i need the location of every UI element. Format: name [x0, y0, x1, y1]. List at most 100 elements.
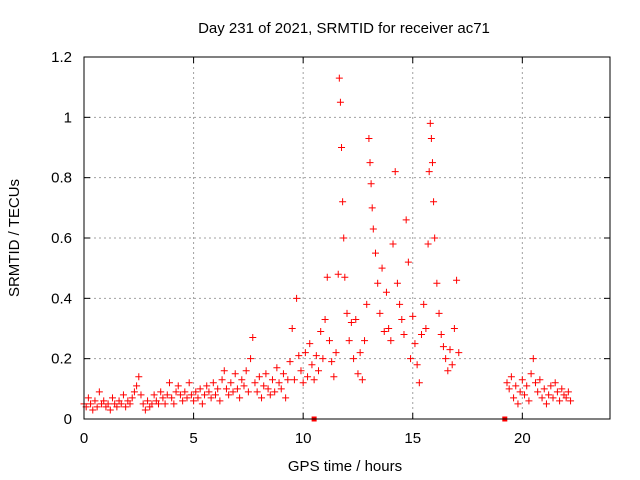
data-point — [308, 361, 316, 369]
data-point — [402, 216, 410, 224]
data-point — [163, 391, 171, 399]
data-point — [260, 382, 268, 390]
data-point — [345, 337, 353, 345]
data-point — [225, 391, 233, 399]
data-point — [306, 340, 314, 348]
data-point — [542, 400, 550, 408]
data-point — [150, 391, 158, 399]
data-point — [268, 376, 276, 384]
data-point — [444, 367, 452, 375]
data-point — [431, 234, 439, 242]
data-point — [335, 74, 343, 82]
data-point — [135, 373, 143, 381]
data-point — [363, 300, 371, 308]
data-point — [179, 397, 187, 405]
data-point — [439, 343, 447, 351]
y-tick-label: 0.8 — [51, 170, 72, 187]
data-point — [315, 367, 323, 375]
data-point — [521, 391, 529, 399]
data-point — [382, 288, 390, 296]
data-point — [567, 397, 575, 405]
chart-title: Day 231 of 2021, SRMTID for receiver ac7… — [198, 20, 490, 37]
data-point — [255, 373, 263, 381]
data-point — [387, 337, 395, 345]
data-point — [516, 388, 524, 396]
data-point — [564, 388, 572, 396]
data-point — [284, 376, 292, 384]
data-point — [262, 370, 270, 378]
data-point — [170, 400, 178, 408]
data-point — [301, 349, 309, 357]
data-point — [187, 391, 195, 399]
data-point — [194, 394, 202, 402]
data-point — [233, 385, 241, 393]
data-point — [556, 397, 564, 405]
data-point — [538, 394, 546, 402]
data-point — [367, 180, 375, 188]
data-point — [437, 331, 445, 339]
data-point — [380, 328, 388, 336]
data-point — [222, 385, 230, 393]
data-point — [507, 373, 515, 381]
y-tick-label: 1.2 — [51, 49, 72, 66]
data-point — [168, 394, 176, 402]
data-point — [361, 337, 369, 345]
data-point — [545, 391, 553, 399]
data-point — [214, 385, 222, 393]
data-point — [220, 367, 228, 375]
data-point — [352, 315, 360, 323]
data-point — [242, 367, 250, 375]
data-point — [420, 300, 428, 308]
data-point — [341, 273, 349, 281]
data-point — [396, 300, 404, 308]
data-point — [133, 382, 141, 390]
data-point — [247, 355, 255, 363]
data-point — [266, 391, 274, 399]
data-point — [172, 388, 180, 396]
data-point — [144, 397, 152, 405]
data-point — [426, 119, 434, 127]
data-point — [198, 400, 206, 408]
x-tick-label: 0 — [80, 430, 88, 447]
data-point — [159, 394, 167, 402]
data-point — [126, 400, 134, 408]
data-point — [540, 385, 548, 393]
data-point — [119, 391, 127, 399]
data-point — [385, 325, 393, 332]
data-point — [529, 355, 537, 363]
data-point — [161, 400, 169, 408]
data-point — [374, 279, 382, 287]
y-tick-label: 0.2 — [51, 351, 72, 368]
data-point — [400, 331, 408, 339]
data-point — [95, 388, 103, 396]
data-point — [411, 340, 419, 348]
data-point — [139, 400, 147, 408]
data-point — [407, 355, 415, 363]
data-point — [87, 400, 95, 408]
data-point — [368, 204, 376, 212]
data-point — [371, 249, 379, 257]
data-point — [286, 358, 294, 366]
data-point — [325, 337, 333, 345]
data-point — [391, 168, 399, 176]
data-point — [422, 325, 430, 332]
data-point — [358, 376, 366, 384]
data-point — [310, 376, 318, 384]
data-point — [334, 270, 342, 278]
data-point — [282, 394, 290, 402]
y-tick-label: 0.4 — [51, 290, 72, 307]
data-point — [207, 394, 215, 402]
data-point — [514, 400, 522, 408]
data-point — [113, 403, 121, 411]
data-point — [446, 346, 454, 354]
data-point — [369, 225, 377, 233]
x-tick-label: 20 — [514, 430, 531, 447]
data-point — [279, 370, 287, 378]
x-axis-label: GPS time / hours — [288, 458, 402, 475]
data-point — [229, 388, 237, 396]
data-point — [365, 134, 373, 142]
y-tick-label: 0.6 — [51, 230, 72, 247]
data-point — [209, 379, 217, 387]
data-point — [130, 388, 138, 396]
data-point — [299, 379, 307, 387]
